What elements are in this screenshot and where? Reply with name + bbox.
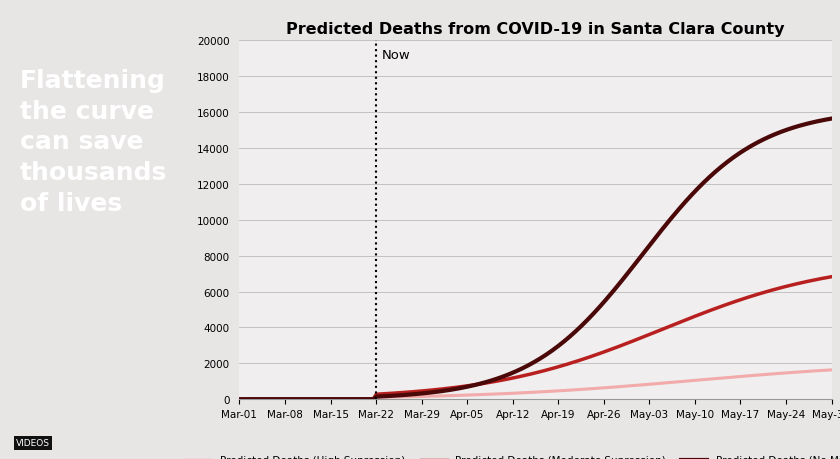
Title: Predicted Deaths from COVID-19 in Santa Clara County: Predicted Deaths from COVID-19 in Santa … — [286, 22, 785, 37]
Text: Now: Now — [381, 49, 410, 62]
Text: VIDEOS: VIDEOS — [16, 438, 50, 448]
Text: Flattening
the curve
can save
thousands
of lives: Flattening the curve can save thousands … — [20, 69, 167, 215]
Legend: Predicted Deaths (High Supression), Predicted Deaths (Moderate Supression), Pred: Predicted Deaths (High Supression), Pred… — [181, 451, 840, 459]
